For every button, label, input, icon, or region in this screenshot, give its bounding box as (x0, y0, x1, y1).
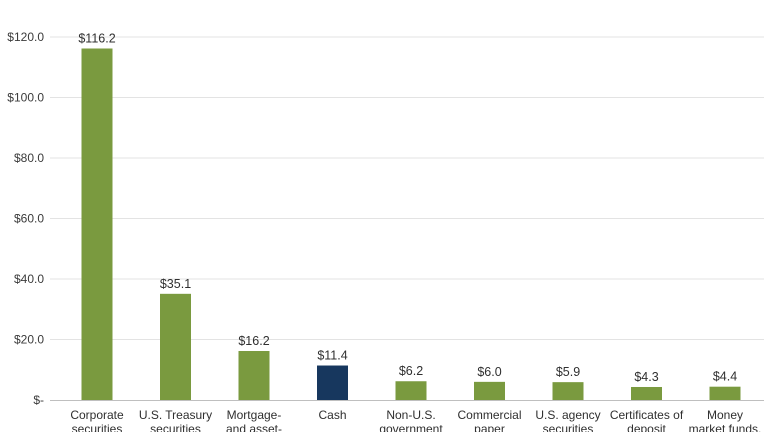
x-tick-label: and asset- (226, 422, 282, 432)
data-label: $116.2 (78, 31, 115, 45)
data-label: $11.4 (317, 349, 347, 363)
data-label: $6.0 (477, 365, 501, 379)
bar (631, 386, 662, 400)
x-tick-label: Certificates of (610, 408, 684, 422)
bar (238, 350, 270, 400)
bar (395, 381, 427, 400)
data-label: $4.4 (713, 370, 737, 384)
bar (552, 382, 584, 400)
x-tick-label: U.S. Treasury (139, 408, 212, 422)
y-tick-label: $20.0 (14, 333, 44, 347)
bar (81, 48, 113, 401)
bar (474, 381, 505, 400)
x-tick-label: Commercial (457, 408, 521, 422)
data-label: $35.1 (160, 277, 191, 291)
bar (317, 365, 348, 400)
bar (709, 386, 741, 400)
y-tick-label: $120.0 (7, 30, 44, 44)
y-tick-label: $- (33, 393, 44, 407)
x-tick-label: Money (707, 408, 743, 422)
x-tick-label: securities (72, 422, 123, 432)
x-tick-label: Cash (318, 408, 346, 422)
x-tick-label: paper (474, 422, 505, 432)
y-tick-label: $40.0 (14, 272, 44, 286)
data-label: $4.3 (634, 370, 658, 384)
x-tick-label: Corporate (70, 408, 124, 422)
y-tick-label: $80.0 (14, 151, 44, 165)
x-tick-label: securities (543, 422, 594, 432)
x-tick-label: market funds, (689, 422, 762, 432)
x-tick-label: deposit (627, 422, 666, 432)
x-tick-label: Mortgage- (227, 408, 282, 422)
data-label: $6.2 (399, 364, 423, 378)
x-tick-label: U.S. agency (535, 408, 600, 422)
y-tick-label: $60.0 (14, 212, 44, 226)
data-label: $16.2 (238, 334, 269, 348)
data-label: $5.9 (556, 365, 580, 379)
bar (160, 293, 191, 400)
x-tick-label: government (379, 422, 443, 432)
x-tick-label: Non-U.S. (386, 408, 435, 422)
x-tick-label: securities (150, 422, 201, 432)
y-tick-label: $100.0 (7, 91, 44, 105)
